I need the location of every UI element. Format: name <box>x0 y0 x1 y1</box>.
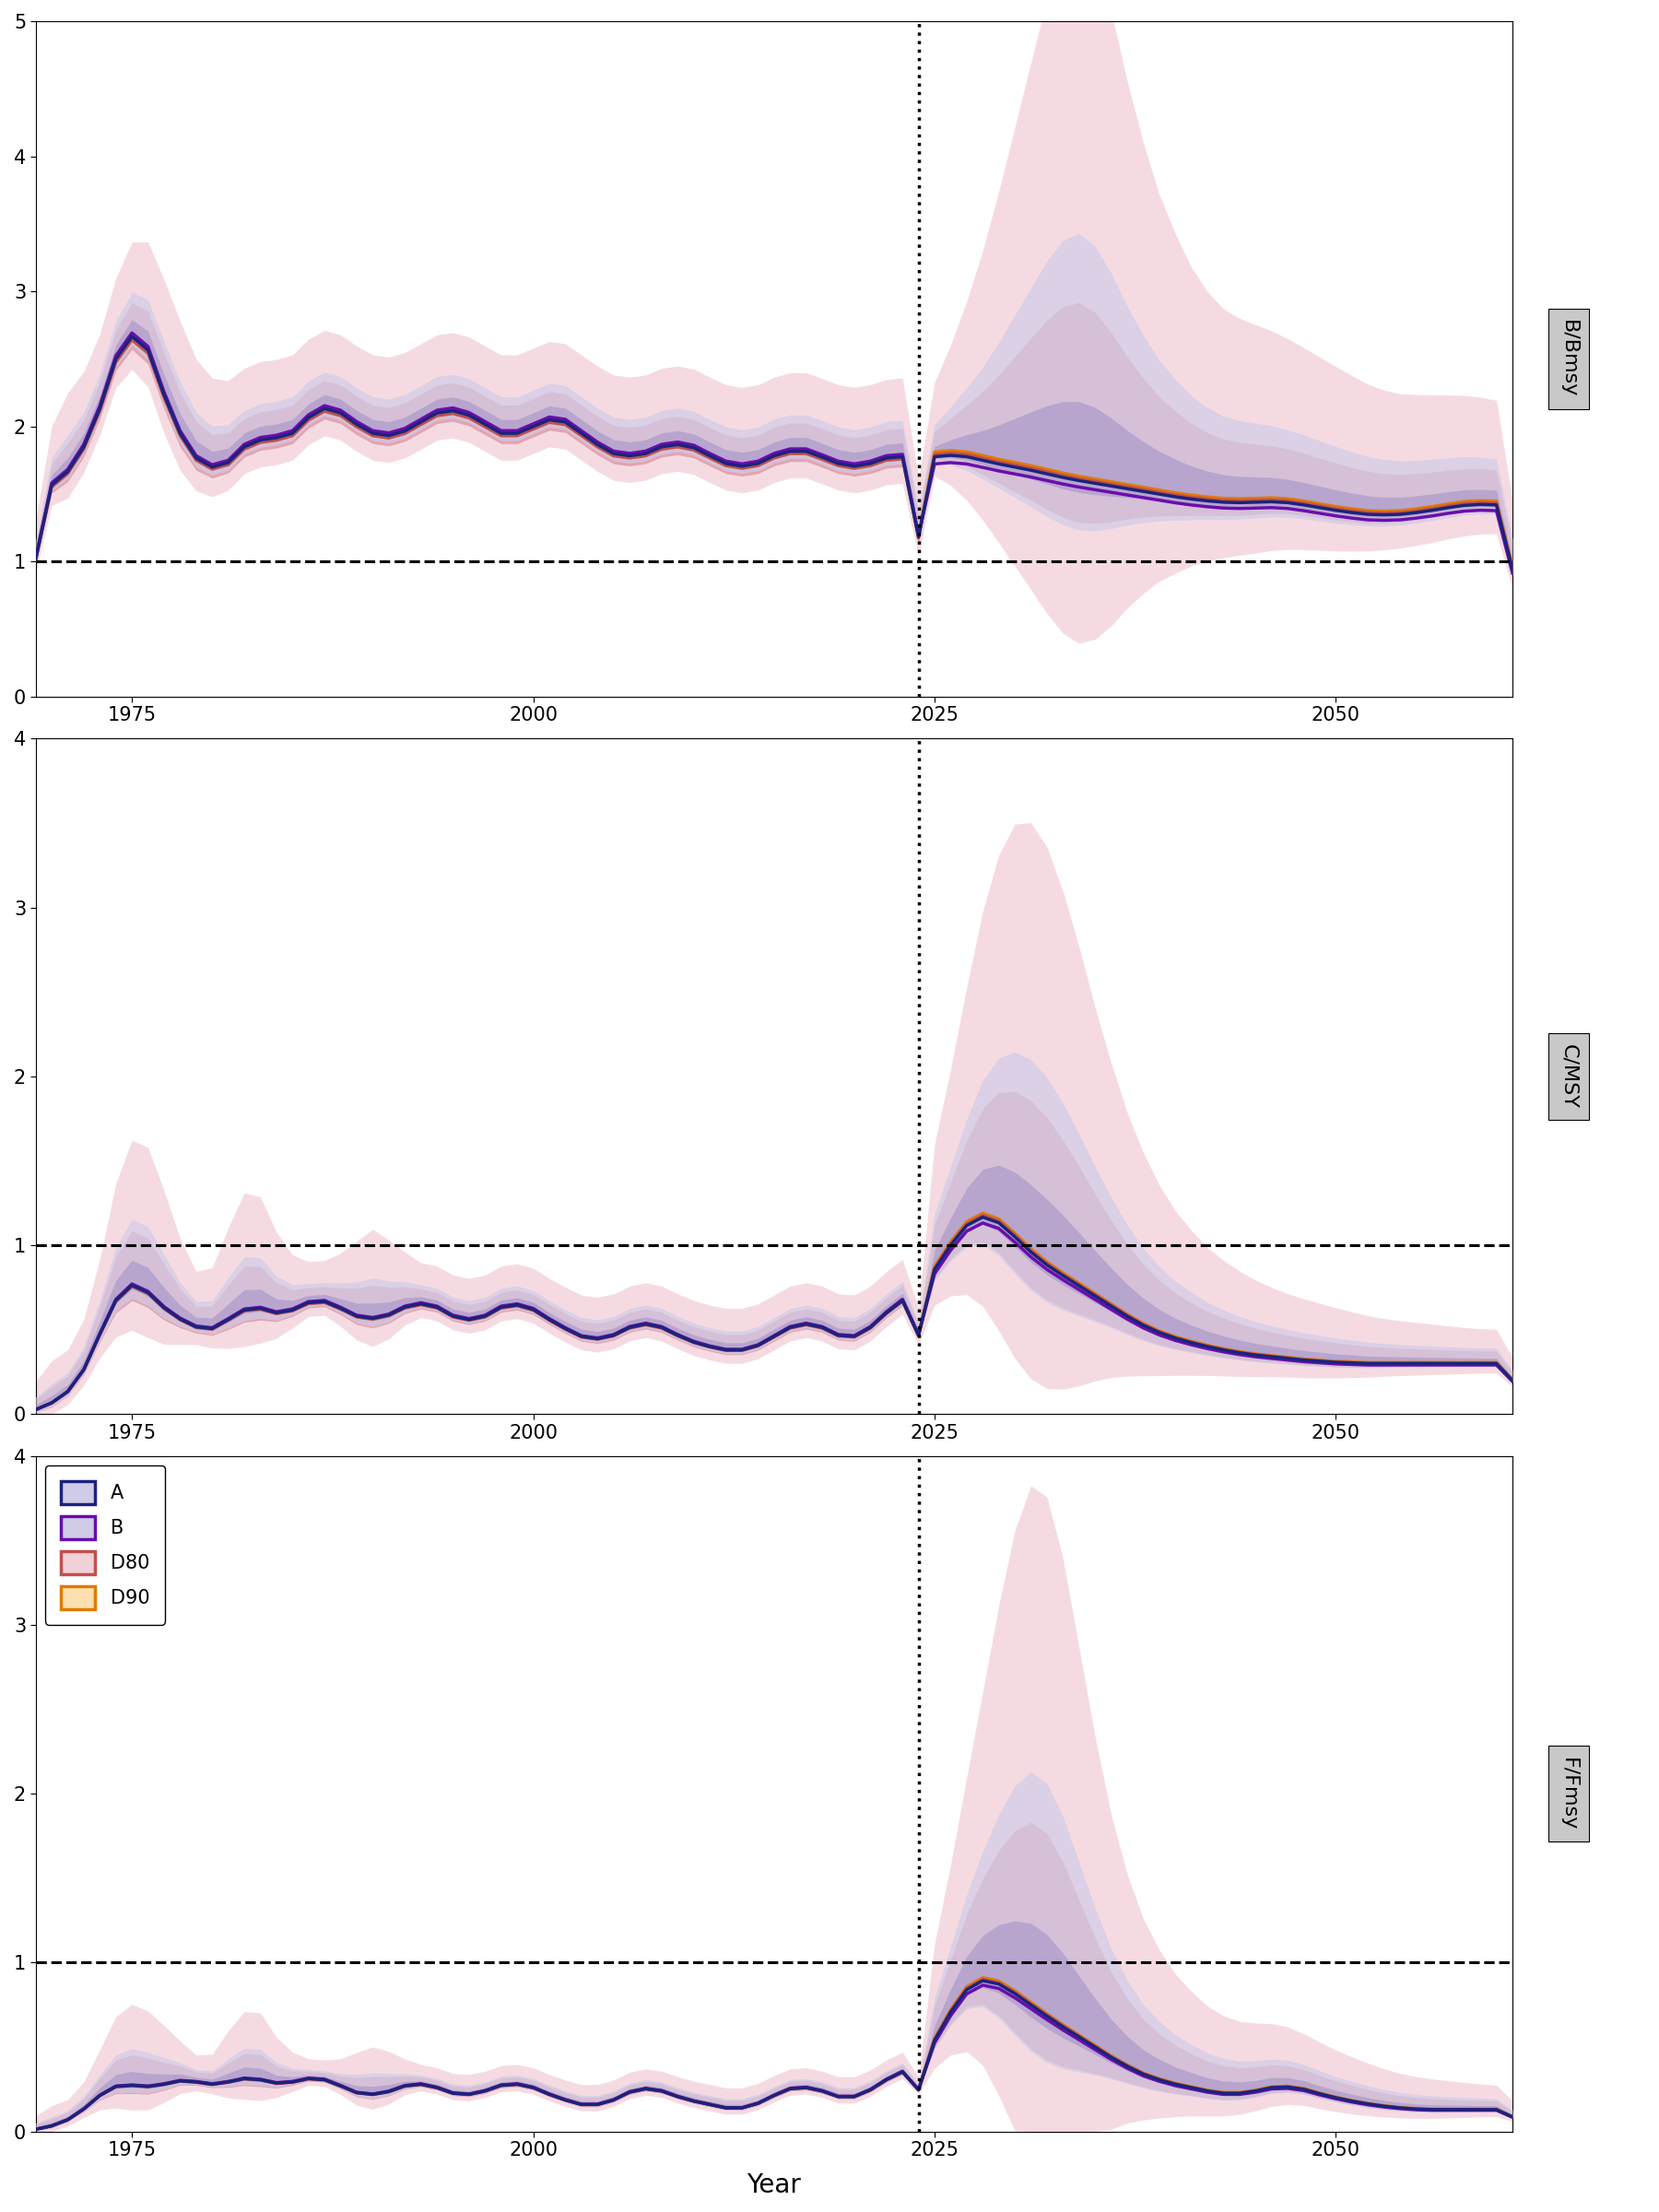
Text: F/Fmsy: F/Fmsy <box>1559 1756 1578 1829</box>
Legend: A, B, D80, D90: A, B, D80, D90 <box>45 1467 166 1624</box>
Text: B/Bmsy: B/Bmsy <box>1559 321 1578 398</box>
Text: C/MSY: C/MSY <box>1559 1044 1578 1108</box>
X-axis label: Year: Year <box>747 2172 801 2199</box>
